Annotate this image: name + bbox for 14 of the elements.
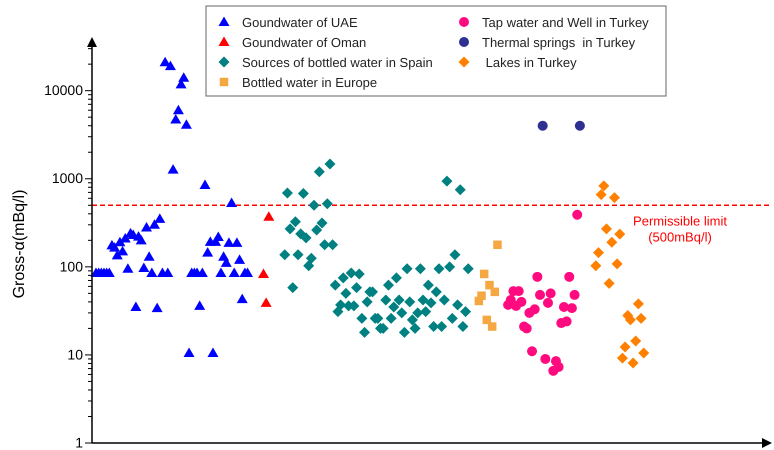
- legend-label: Bottled water in Europe: [242, 75, 378, 90]
- y-tick-label: 1000: [52, 170, 84, 186]
- y-tick-label: 10: [67, 346, 84, 362]
- y-axis-title: Gross-α(mBq/l): [11, 190, 28, 298]
- legend-label: Goundwater of Oman: [242, 35, 366, 50]
- legend-label: Lakes in Turkey: [482, 55, 578, 70]
- y-tick-label: 10000: [44, 82, 84, 98]
- legend-label: Sources of bottled water in Spain: [242, 55, 433, 70]
- legend-label: Goundwater of UAE: [242, 15, 358, 30]
- legend-label: Thermal springs in Turkey: [482, 35, 636, 50]
- legend-label: Tap water and Well in Turkey: [482, 15, 650, 30]
- y-tick-label: 100: [60, 258, 84, 274]
- ref-line-label: Permissible limit (500mBq/l): [633, 213, 728, 244]
- y-tick-label: 1: [75, 434, 84, 450]
